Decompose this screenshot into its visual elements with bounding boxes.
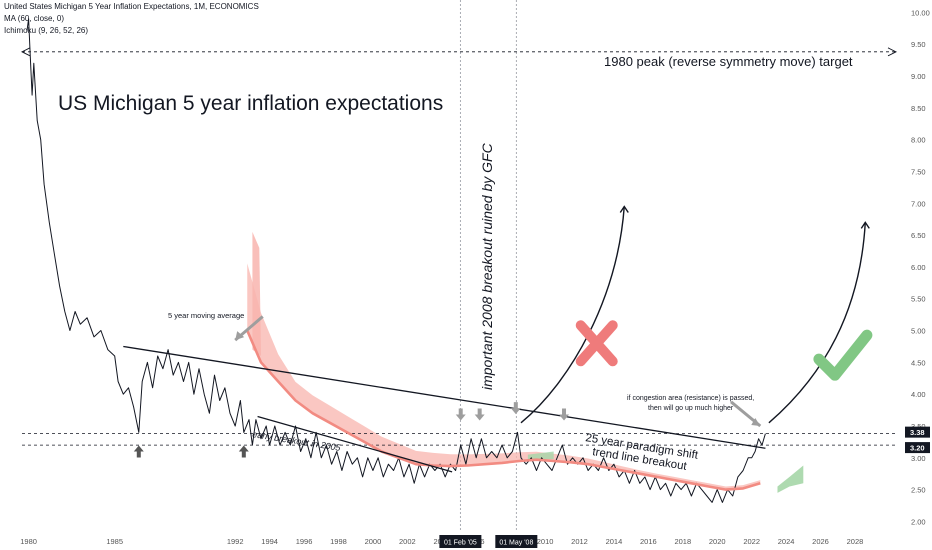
date-label-box-0 bbox=[439, 535, 482, 548]
ma-cloud-band bbox=[247, 263, 761, 490]
y-tick-label-13: 3.50 bbox=[911, 422, 926, 431]
ma-indicator-label[interactable]: MA (60, close, 0) bbox=[4, 14, 65, 23]
y-tick-label-14: 3.00 bbox=[911, 454, 926, 463]
x-tick-label-14: 2018 bbox=[674, 537, 691, 546]
y-tick-label-5: 7.50 bbox=[911, 167, 926, 176]
down-arrow-marker-2 bbox=[510, 402, 521, 415]
projection-arrow-2008 bbox=[520, 206, 625, 424]
congestion-label-2: then will go up much higher bbox=[648, 405, 734, 412]
price-label-0: 3.38 bbox=[910, 428, 925, 437]
y-tick-label-1: 9.50 bbox=[911, 40, 926, 49]
chart-title: US Michigan 5 year inflation expectation… bbox=[58, 92, 443, 115]
target-arrow-left bbox=[20, 47, 31, 57]
x-tick-label-11: 2012 bbox=[571, 537, 588, 546]
y-tick-label-4: 8.00 bbox=[911, 136, 926, 145]
y-tick-label-3: 8.50 bbox=[911, 104, 926, 113]
x-tick-label-10: 2010 bbox=[537, 537, 554, 546]
x-tick-label-1: 1985 bbox=[106, 537, 123, 546]
gfc-label: important 2008 breakout ruined by GFC bbox=[479, 142, 495, 390]
projection-arrow-2022 bbox=[768, 222, 866, 424]
y-tick-label-2: 9.00 bbox=[911, 72, 926, 81]
x-tick-label-6: 2000 bbox=[365, 537, 382, 546]
x-tick-label-2: 1992 bbox=[227, 537, 244, 546]
target-arrow-right bbox=[887, 47, 898, 57]
series-line-moving-average[interactable] bbox=[246, 329, 761, 491]
x-tick-label-4: 1996 bbox=[296, 537, 313, 546]
red-cross-icon-stroke2 bbox=[575, 320, 618, 367]
x-tick-label-13: 2016 bbox=[640, 537, 657, 546]
down-arrow-marker-0 bbox=[455, 408, 466, 421]
ma-pointer-head bbox=[235, 331, 245, 341]
ma-label: 5 year moving average bbox=[168, 311, 244, 320]
y-tick-label-16: 2.00 bbox=[911, 517, 926, 526]
green-check-icon bbox=[813, 329, 873, 381]
congestion-label-1: if congestion area (resistance) is passe… bbox=[627, 395, 754, 402]
price-label-box-0 bbox=[905, 426, 930, 438]
x-tick-label-16: 2022 bbox=[743, 537, 760, 546]
chart-title-header[interactable]: United States Michigan 5 Year Inflation … bbox=[4, 2, 259, 11]
trend-line-0 bbox=[123, 345, 766, 449]
y-tick-label-8: 6.00 bbox=[911, 263, 926, 272]
y-tick-label-6: 7.00 bbox=[911, 199, 926, 208]
x-tick-label-3: 1994 bbox=[261, 537, 278, 546]
ichimoku-indicator-label[interactable]: Ichimoku (9, 26, 52, 26) bbox=[4, 26, 89, 35]
projection-arrow-2022-head bbox=[860, 221, 870, 229]
date-label-box-1 bbox=[495, 535, 538, 548]
price-label-1: 3.20 bbox=[910, 444, 925, 453]
y-tick-label-7: 6.50 bbox=[911, 231, 926, 240]
down-arrow-marker-1 bbox=[474, 408, 485, 421]
projection-arrow-2008-head bbox=[619, 205, 629, 213]
y-tick-label-15: 2.50 bbox=[911, 486, 926, 495]
x-tick-label-15: 2020 bbox=[709, 537, 726, 546]
trend-line-1 bbox=[257, 415, 453, 473]
down-arrow-marker-3 bbox=[559, 408, 570, 421]
y-tick-label-11: 4.50 bbox=[911, 358, 926, 367]
x-tick-label-17: 2024 bbox=[778, 537, 795, 546]
y-tick-label-9: 5.50 bbox=[911, 295, 926, 304]
x-tick-label-18: 2026 bbox=[812, 537, 829, 546]
y-tick-label-0: 10.00 bbox=[911, 8, 930, 17]
y-tick-label-12: 4.00 bbox=[911, 390, 926, 399]
x-tick-label-0: 1980 bbox=[20, 537, 37, 546]
x-tick-label-7: 2002 bbox=[399, 537, 416, 546]
price-label-box-1 bbox=[905, 442, 930, 454]
future-green-cloud bbox=[777, 465, 804, 493]
green-cloud-2009 bbox=[527, 451, 554, 460]
target-label: 1980 peak (reverse symmetry move) target bbox=[604, 54, 853, 69]
date-label-1: 01 May '08 bbox=[499, 540, 533, 547]
y-tick-label-10: 5.00 bbox=[911, 327, 926, 336]
x-tick-label-19: 2028 bbox=[847, 537, 864, 546]
series-line-price[interactable] bbox=[26, 18, 766, 503]
x-tick-label-5: 1998 bbox=[330, 537, 347, 546]
cloud-spike bbox=[252, 231, 262, 356]
up-arrow-marker-1 bbox=[238, 445, 249, 458]
date-label-0: 01 Feb '05 bbox=[444, 540, 477, 547]
up-arrow-marker-0 bbox=[133, 445, 144, 458]
x-tick-label-12: 2014 bbox=[606, 537, 623, 546]
congestion-pointer-head bbox=[751, 418, 761, 426]
